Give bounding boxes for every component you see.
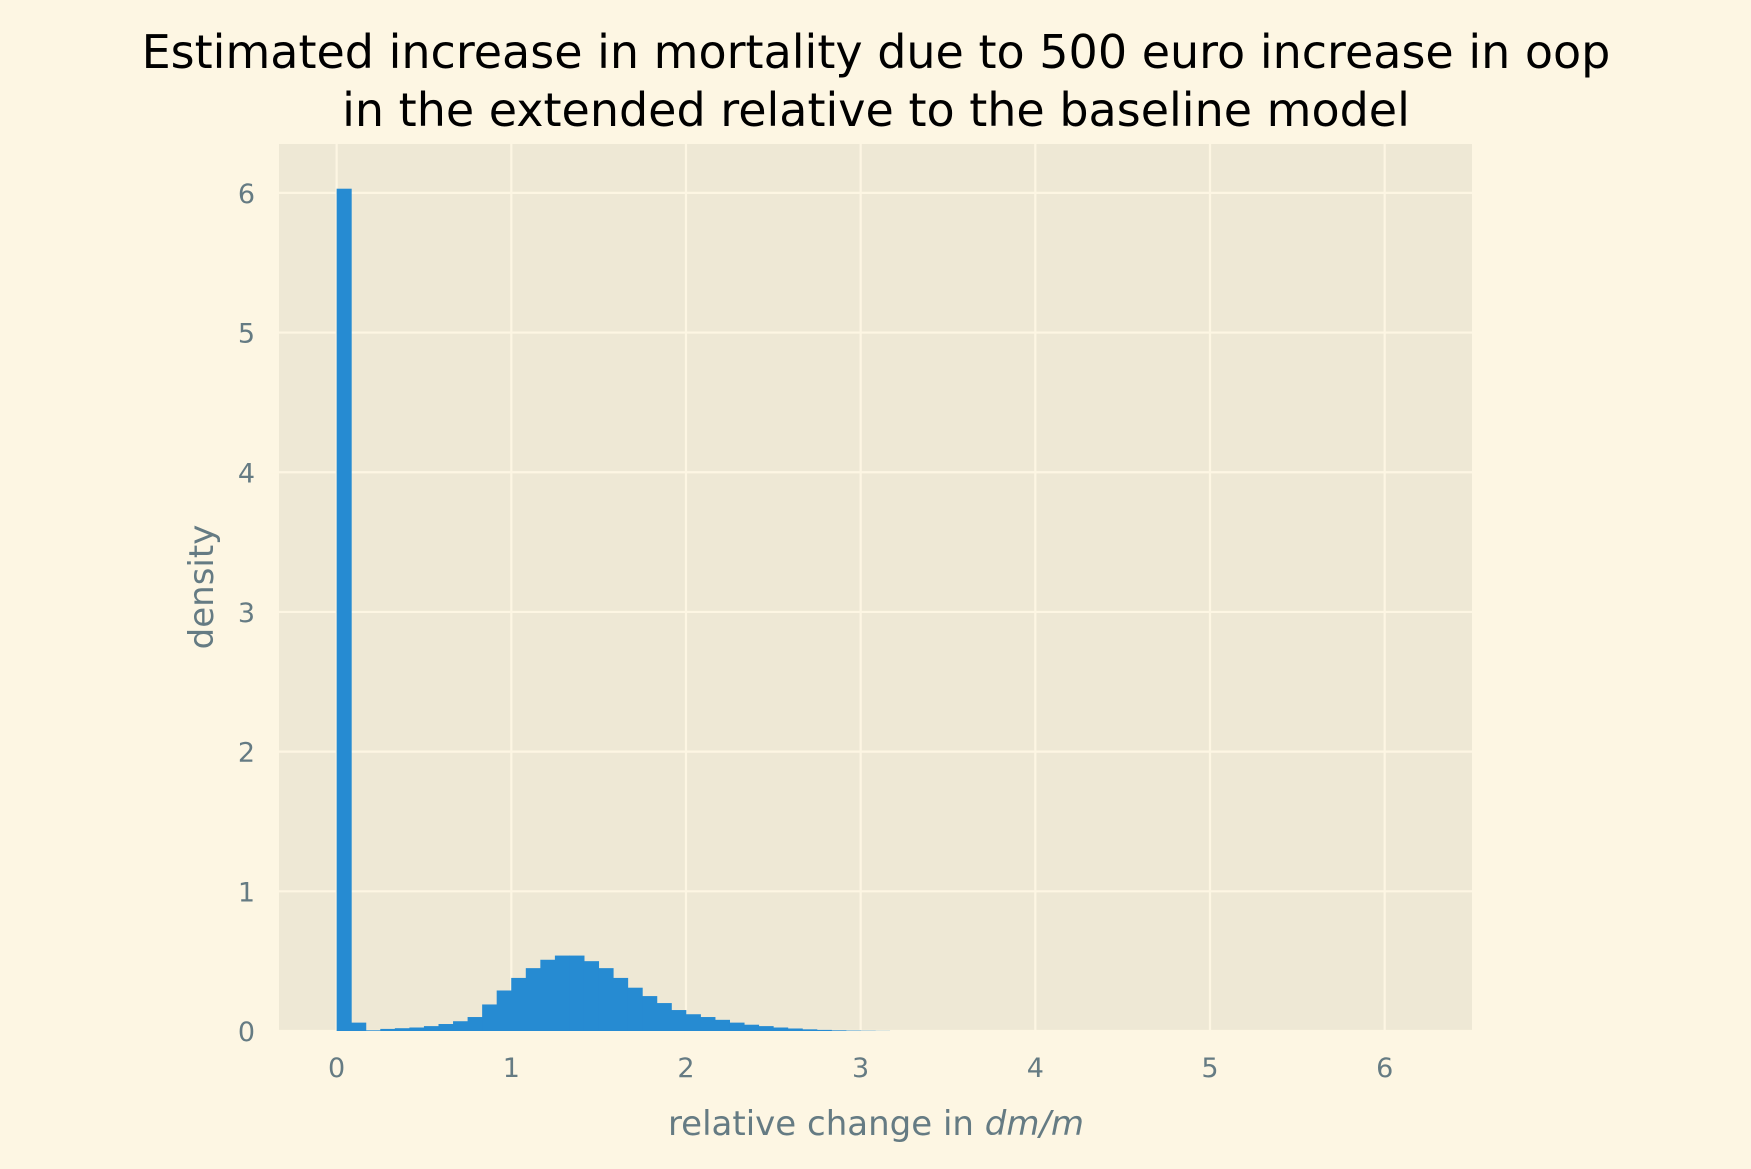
y-tick-label: 0	[238, 1017, 255, 1048]
x-axis-label: relative change in dm/m	[668, 1104, 1084, 1144]
histogram-bar	[758, 1026, 774, 1031]
x-tick-label: 1	[503, 1053, 520, 1084]
y-tick-label: 4	[238, 458, 255, 489]
x-tick-label: 3	[852, 1053, 869, 1084]
histogram-bar	[351, 1022, 367, 1031]
histogram-bar	[613, 977, 629, 1031]
y-tick-label: 6	[238, 179, 255, 210]
y-tick-label: 2	[238, 738, 255, 769]
histogram-bar	[482, 1004, 498, 1031]
chart-title-line-1: Estimated increase in mortality due to 5…	[142, 25, 1611, 79]
histogram-bar	[569, 955, 585, 1031]
histogram-bars	[336, 188, 891, 1031]
y-tick-label: 3	[238, 598, 255, 629]
histogram-bar	[744, 1024, 760, 1031]
histogram-bar	[700, 1017, 716, 1031]
chart-title-line-2: in the extended relative to the baseline…	[342, 83, 1410, 137]
plot-area	[279, 144, 1472, 1031]
histogram-bar	[787, 1028, 803, 1031]
histogram-bar	[467, 1017, 483, 1031]
histogram-bar	[627, 987, 643, 1031]
histogram-bar	[453, 1021, 469, 1031]
axis-ticks: 0 1 2 3 4 5 6 0 1 2 3 4 5 6	[238, 179, 1393, 1084]
histogram-bar	[831, 1030, 847, 1031]
histogram-bar	[409, 1027, 425, 1031]
histogram-bar	[394, 1028, 410, 1031]
histogram-bar	[511, 977, 527, 1031]
histogram-bar	[496, 990, 512, 1031]
x-tick-label: 6	[1376, 1053, 1393, 1084]
histogram-bar	[773, 1027, 789, 1031]
histogram-bar	[802, 1029, 818, 1031]
x-axis-label-text: relative change in	[668, 1104, 985, 1144]
histogram-bar	[598, 968, 614, 1031]
histogram-bar	[525, 968, 541, 1031]
y-tick-label: 5	[238, 319, 255, 350]
x-tick-label: 0	[328, 1053, 345, 1084]
histogram-bar	[816, 1029, 832, 1031]
histogram-bar	[336, 188, 352, 1031]
histogram-bar	[671, 1010, 687, 1031]
histogram-bar	[540, 959, 556, 1031]
histogram-bar	[656, 1003, 672, 1031]
histogram-bar	[729, 1022, 745, 1031]
histogram-bar	[642, 996, 658, 1031]
histogram-bar	[714, 1019, 730, 1031]
histogram-bar	[380, 1028, 396, 1031]
histogram-bar	[685, 1014, 701, 1031]
histogram-bar	[438, 1024, 454, 1031]
histogram-bar	[583, 961, 600, 1031]
y-tick-label: 1	[238, 877, 255, 908]
histogram-bar	[423, 1026, 439, 1031]
x-tick-label: 5	[1201, 1053, 1218, 1084]
x-axis-label-math: dm/m	[985, 1104, 1084, 1144]
x-tick-label: 4	[1027, 1053, 1044, 1084]
y-axis-label: density	[182, 525, 222, 650]
histogram-bar	[554, 955, 570, 1031]
gridlines	[279, 144, 1472, 1033]
x-tick-label: 2	[677, 1053, 694, 1084]
histogram-bar	[365, 1030, 381, 1031]
